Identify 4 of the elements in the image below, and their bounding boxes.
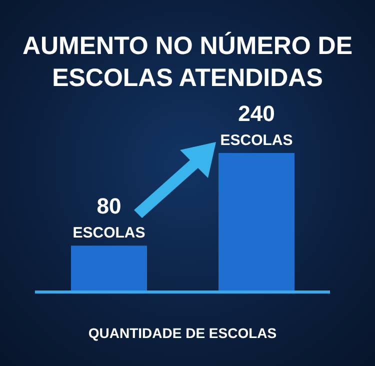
data-label: 240 ESCOLAS — [220, 101, 293, 149]
x-axis-title: QUANTIDADE DE ESCOLAS — [88, 325, 277, 341]
data-label: 80 ESCOLAS — [72, 194, 146, 242]
chart-title: AUMENTO NO NÚMERO DE ESCOLAS ATENDIDAS — [22, 32, 353, 92]
